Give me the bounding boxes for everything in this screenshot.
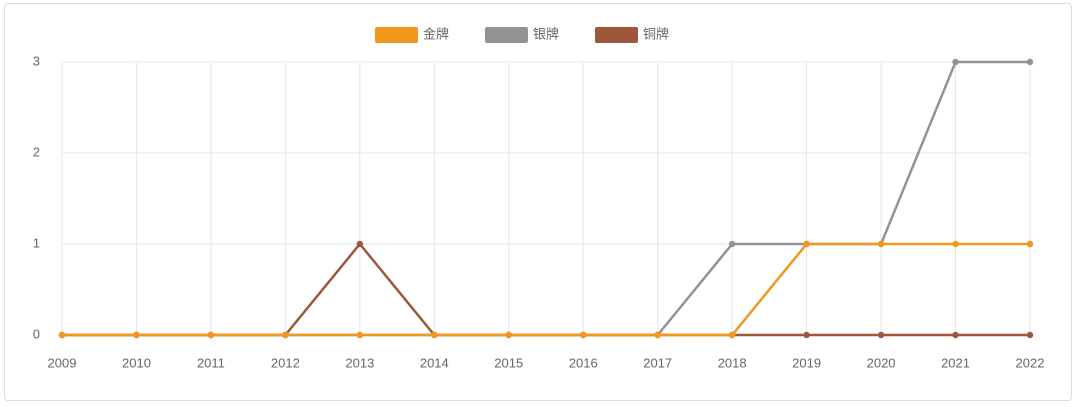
legend-swatch — [375, 27, 418, 43]
point — [1026, 331, 1034, 339]
x-tick-label: 2016 — [569, 355, 598, 370]
x-tick-label: 2018 — [718, 355, 747, 370]
point — [1026, 240, 1034, 248]
chart-card — [4, 3, 1072, 401]
x-tick-label: 2010 — [122, 355, 151, 370]
y-tick-label: 0 — [33, 326, 40, 341]
x-tick-label: 2022 — [1016, 355, 1045, 370]
x-tick-label: 2009 — [48, 355, 77, 370]
point — [356, 331, 364, 339]
point — [952, 331, 959, 339]
y-tick-label: 3 — [33, 53, 40, 68]
point — [952, 58, 959, 66]
x-tick-label: 2017 — [643, 355, 672, 370]
legend-swatch — [485, 27, 528, 43]
point — [580, 331, 587, 339]
legend-label: 银牌 — [533, 26, 559, 41]
point — [356, 240, 364, 248]
x-tick-label: 2020 — [867, 355, 896, 370]
point — [877, 240, 885, 248]
series-line — [62, 242, 1030, 337]
x-tick-label: 2012 — [271, 355, 300, 370]
point — [654, 331, 661, 339]
point — [728, 240, 736, 248]
point — [803, 240, 810, 248]
point — [952, 240, 959, 248]
x-tick-label: 2013 — [345, 355, 374, 370]
x-tick-label: 2019 — [792, 355, 821, 370]
point — [58, 331, 66, 339]
legend-label: 铜牌 — [643, 26, 669, 41]
legend-label: 金牌 — [423, 26, 449, 41]
x-tick-label: 2015 — [494, 355, 523, 370]
point — [728, 331, 736, 339]
series-line — [62, 242, 1030, 337]
point — [431, 331, 438, 339]
point — [803, 331, 810, 339]
y-tick-label: 2 — [33, 144, 40, 159]
series-line — [62, 60, 1030, 337]
legend-swatch — [595, 27, 638, 43]
point — [282, 331, 289, 339]
point — [133, 331, 140, 339]
point — [877, 331, 885, 339]
point — [207, 331, 215, 339]
x-tick-label: 2011 — [197, 355, 225, 370]
point — [505, 331, 512, 339]
x-tick-label: 2014 — [420, 355, 449, 370]
y-tick-label: 1 — [33, 235, 40, 250]
point — [1026, 58, 1034, 66]
x-tick-label: 2021 — [941, 355, 970, 370]
